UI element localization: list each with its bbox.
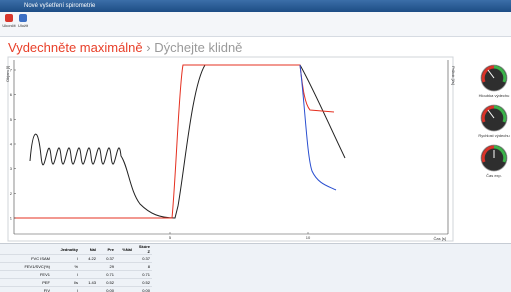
table-cell: Jednotky	[52, 244, 80, 255]
separator: ›	[146, 40, 150, 55]
table-cell: 1.43	[80, 279, 98, 287]
instructions: Vydechněte maximálně › Dýchejte klidně	[8, 40, 242, 55]
button[interactable]: Uložit	[16, 14, 30, 28]
table-cell: FVC ISAM	[0, 255, 52, 263]
table-cell: 0.00	[98, 287, 116, 292]
table-cell	[80, 287, 98, 292]
button[interactable]: Ukončit	[2, 14, 16, 28]
table-cell: Nál	[80, 244, 98, 255]
x-tick-label: 10	[306, 235, 311, 240]
chart-area: Objem [l] Průtok [l/s] Čas [s] Hloubka v…	[0, 56, 511, 242]
table-cell: 0.52	[98, 279, 116, 287]
button-label: Uložit	[18, 23, 28, 28]
table-cell	[116, 287, 134, 292]
table-cell: Skóre Z	[134, 244, 152, 255]
active-step: Vydechněte maximálně	[8, 40, 143, 55]
table-cell	[116, 255, 134, 263]
table-cell: l	[52, 271, 80, 279]
table-cell: Pre	[98, 244, 116, 255]
table-cell: PEF	[0, 279, 52, 287]
table-row: FEV1/SVC(%)% 29 8	[0, 263, 152, 271]
table-cell: FIV	[0, 287, 52, 292]
table-cell: 0.71	[98, 271, 116, 279]
table-cell: 29	[98, 263, 116, 271]
table-cell: 0.37	[134, 255, 152, 263]
y2-axis-label: Průtok [l/s]	[451, 66, 456, 85]
table-cell: 0.37	[98, 255, 116, 263]
table-cell	[80, 271, 98, 279]
table-cell: 8	[134, 263, 152, 271]
title-bar: Nové vyšetření spirometrie	[0, 0, 511, 12]
plot-frame	[8, 57, 453, 241]
window-title: Nové vyšetření spirometrie	[24, 3, 95, 9]
table-cell	[80, 263, 98, 271]
app-window: Nové vyšetření spirometrie Ukončit Uloži…	[0, 0, 511, 292]
toolbar: Ukončit Uložit	[0, 12, 511, 37]
next-step: Dýchejte klidně	[154, 40, 242, 55]
gauge-label: Rychlost výdechu	[478, 133, 509, 138]
x-axis-label: Čas [s]	[434, 236, 446, 241]
table-cell: FEV1/SVC(%)	[0, 263, 52, 271]
gauge-label: Hloubka výdechu	[479, 93, 510, 98]
table-cell: 0.00	[134, 287, 152, 292]
table-cell	[116, 279, 134, 287]
table-cell	[116, 271, 134, 279]
button-label: Ukončit	[2, 23, 15, 28]
table-cell: %Nál	[116, 244, 134, 255]
gauges: Hloubka výdechu Rychlost výdechu Čas exp.	[478, 65, 509, 178]
table-cell: 0.71	[134, 271, 152, 279]
table-cell: l/s	[52, 279, 80, 287]
table-cell	[116, 263, 134, 271]
table-cell: 4.22	[80, 255, 98, 263]
gauge-label: Čas exp.	[486, 173, 502, 178]
table-cell: %	[52, 263, 80, 271]
table-cell: 0.52	[134, 279, 152, 287]
table-cell: l	[52, 255, 80, 263]
table-cell	[0, 244, 52, 255]
table-cell: FEV1	[0, 271, 52, 279]
table-cell: l	[52, 287, 80, 292]
